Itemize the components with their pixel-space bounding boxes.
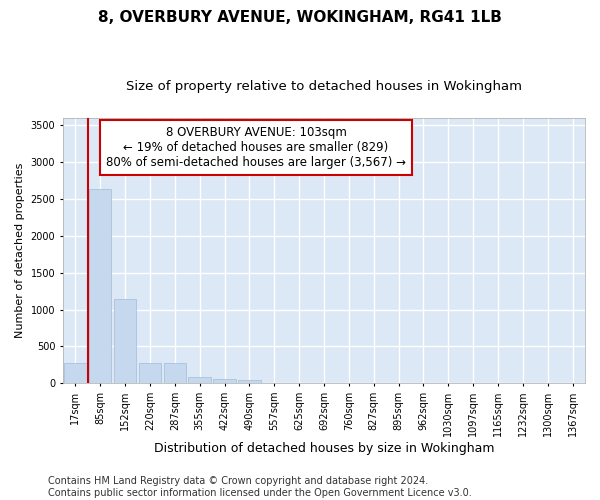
Title: Size of property relative to detached houses in Wokingham: Size of property relative to detached ho… bbox=[126, 80, 522, 93]
Y-axis label: Number of detached properties: Number of detached properties bbox=[15, 163, 25, 338]
Bar bbox=[188, 376, 211, 384]
Bar bbox=[89, 188, 112, 384]
Text: 8 OVERBURY AVENUE: 103sqm
← 19% of detached houses are smaller (829)
80% of semi: 8 OVERBURY AVENUE: 103sqm ← 19% of detac… bbox=[106, 126, 406, 168]
Bar bbox=[238, 380, 260, 384]
Text: 8, OVERBURY AVENUE, WOKINGHAM, RG41 1LB: 8, OVERBURY AVENUE, WOKINGHAM, RG41 1LB bbox=[98, 10, 502, 25]
Bar bbox=[164, 362, 186, 384]
Bar bbox=[114, 299, 136, 384]
Bar bbox=[139, 362, 161, 384]
Bar bbox=[214, 379, 236, 384]
Bar bbox=[64, 364, 86, 384]
Text: Contains HM Land Registry data © Crown copyright and database right 2024.
Contai: Contains HM Land Registry data © Crown c… bbox=[48, 476, 472, 498]
X-axis label: Distribution of detached houses by size in Wokingham: Distribution of detached houses by size … bbox=[154, 442, 494, 455]
